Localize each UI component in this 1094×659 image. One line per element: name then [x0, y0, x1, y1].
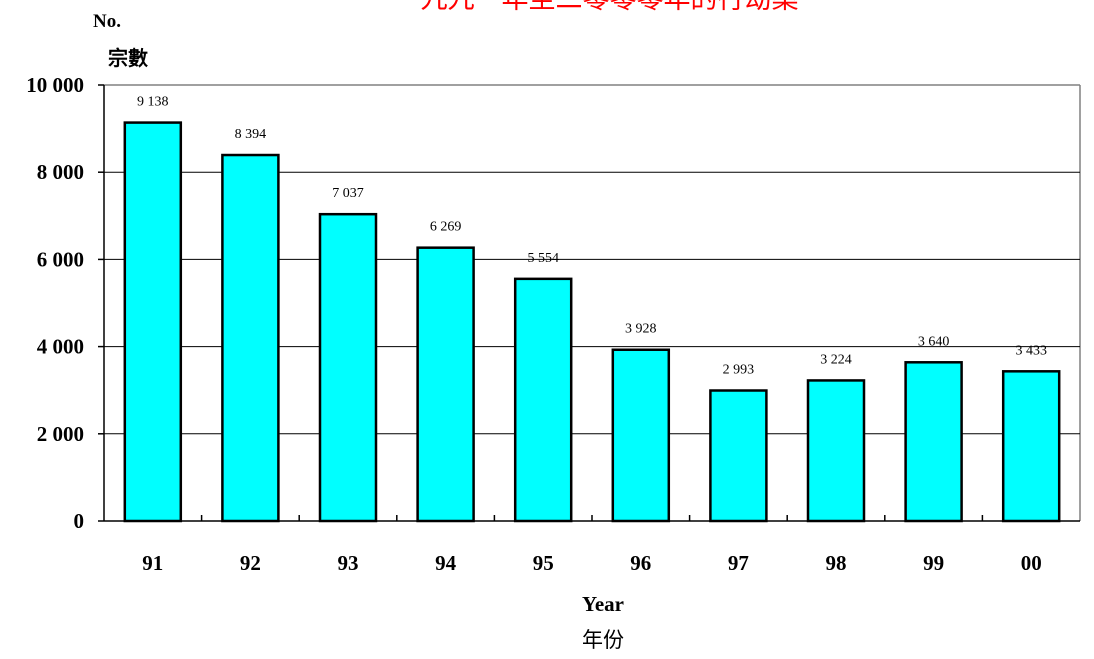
y-tick-label: 6 000 [37, 247, 84, 271]
bar [806, 379, 866, 523]
bar [513, 277, 573, 523]
data-label: 6 269 [430, 220, 462, 235]
bar [709, 389, 768, 523]
y-tick-label: 2 000 [37, 422, 84, 446]
bar [123, 121, 183, 523]
x-tick-label: 91 [142, 551, 163, 575]
x-tick-label: 97 [728, 551, 749, 575]
data-label: 2 993 [723, 363, 755, 378]
bar [318, 212, 378, 523]
data-label: 8 394 [235, 127, 267, 142]
data-label: 3 433 [1015, 343, 1047, 358]
data-label: 9 138 [137, 95, 169, 110]
y-axis-label-en: No. [93, 11, 121, 32]
y-axis-label-zh: 宗數 [108, 46, 148, 70]
x-tick-label: 93 [338, 551, 359, 575]
bar [221, 153, 280, 523]
x-axis-label-en: Year [582, 592, 624, 616]
y-tick-label: 10 000 [26, 73, 84, 97]
x-tick-label: 00 [1021, 551, 1042, 575]
y-tick-label: 4 000 [37, 335, 84, 359]
bar [1001, 370, 1061, 523]
data-label: 3 640 [918, 334, 950, 349]
plot-area: 0 2 000 4 000 6 000 8 000 10 000 9 138 91 8 394 9… [26, 73, 1081, 575]
chart-title: 一九九一年至二零零零年的行劫案 [394, 0, 799, 15]
bar [416, 246, 475, 523]
x-tick-label: 96 [630, 551, 651, 575]
x-tick-label: 92 [240, 551, 261, 575]
bar [611, 348, 671, 523]
data-label: 3 928 [625, 322, 657, 337]
x-tick-label: 98 [826, 551, 847, 575]
bar [904, 361, 963, 523]
y-tick-label: 8 000 [37, 160, 84, 184]
x-tick-label: 94 [435, 551, 457, 575]
x-tick-label: 95 [533, 551, 554, 575]
data-label: 5 554 [527, 251, 559, 266]
y-tick-label: 0 [74, 509, 85, 533]
data-label: 7 037 [332, 186, 364, 201]
data-label: 3 224 [820, 352, 852, 367]
x-axis-label-zh: 年份 [582, 628, 624, 652]
x-tick-label: 99 [923, 551, 944, 575]
